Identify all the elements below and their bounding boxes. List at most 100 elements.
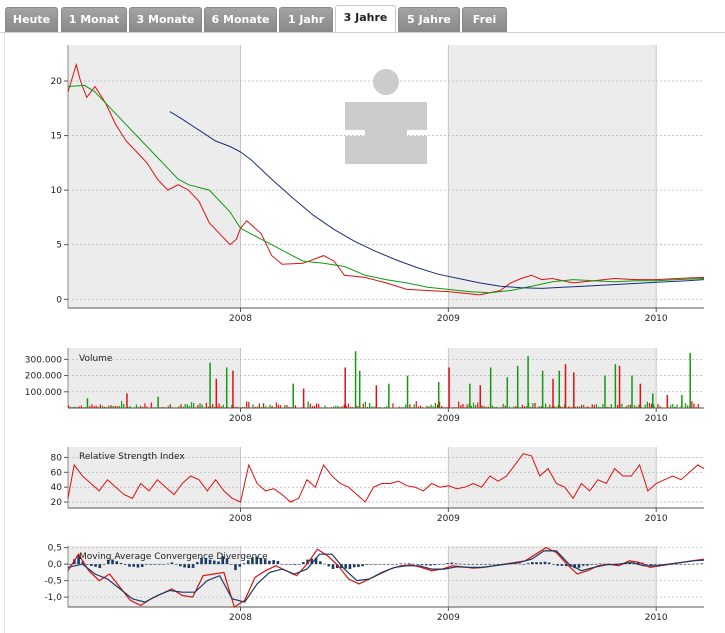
volume-bar-small-169: [426, 405, 428, 408]
macd-histogram-bar-56: [306, 559, 309, 565]
volume-bar-small-165: [417, 406, 419, 408]
panel1-band-0: [68, 348, 241, 408]
macd-histogram-bar-132: [628, 562, 632, 565]
macd-histogram-bar-96: [475, 564, 479, 565]
macd-histogram-bar-20: [153, 564, 157, 565]
volume-bar-small-26: [123, 404, 125, 408]
macd-histogram-bar-65: [344, 564, 348, 569]
volume-bar-small-0: [68, 405, 70, 408]
macd-histogram-bar-55: [302, 562, 305, 565]
panel2-x-tick-label-2: 2010: [645, 514, 668, 524]
tab-1-monat[interactable]: 1 Monat: [61, 7, 127, 32]
volume-bar-33: [652, 393, 654, 408]
volume-bar-small-190: [470, 405, 472, 408]
volume-bar-small-176: [441, 406, 443, 408]
macd-histogram-bar-147: [692, 563, 695, 565]
volume-bar-small-139: [362, 403, 364, 408]
volume-bar-small-185: [460, 405, 462, 408]
macd-histogram-bar-13: [123, 564, 127, 565]
volume-bar-small-105: [290, 406, 292, 408]
tab-3-monate[interactable]: 3 Monate: [129, 7, 202, 32]
macd-histogram-bar-121: [581, 564, 585, 566]
volume-bar-small-250: [598, 406, 600, 408]
volume-bar-19: [489, 367, 492, 408]
panel2-y-tick-label-1: 40: [51, 483, 63, 493]
volume-bar-small-157: [400, 407, 403, 408]
tab-5-jahre[interactable]: 5 Jahre: [398, 7, 460, 32]
sparkasse-logo-dot: [373, 69, 399, 95]
volume-bar-small-124: [330, 407, 333, 408]
volume-bar-small-279: [659, 405, 661, 408]
volume-bar-small-121: [324, 405, 326, 408]
macd-histogram-bar-24: [170, 562, 174, 565]
macd-histogram-bar-77: [395, 564, 398, 565]
volume-bar-small-49: [171, 407, 174, 408]
macd-histogram-bar-30: [196, 562, 199, 565]
volume-bar-small-236: [568, 406, 570, 408]
macd-histogram-bar-94: [467, 564, 470, 565]
panel0-y-tick-label-1: 5: [56, 241, 62, 251]
volume-bar-small-172: [432, 406, 434, 408]
volume-bar-small-95: [269, 404, 271, 408]
macd-histogram-bar-87: [437, 564, 441, 565]
volume-bar-small-225: [545, 403, 547, 408]
volume-bar-16: [448, 367, 450, 408]
tab-heute[interactable]: Heute: [5, 7, 58, 32]
volume-bar-small-93: [265, 406, 267, 408]
volume-bar-small-264: [627, 404, 629, 408]
macd-histogram-bar-38: [229, 564, 233, 565]
volume-bar-small-156: [398, 406, 400, 408]
macd-histogram-bar-78: [399, 563, 403, 565]
macd-histogram-bar-109: [530, 562, 534, 565]
volume-bar-small-28: [127, 406, 129, 408]
panel1-y-tick-label-1: 200.000: [25, 372, 62, 382]
volume-bar-small-161: [409, 404, 411, 408]
volume-bar-small-59: [193, 402, 195, 408]
volume-bar-small-240: [576, 406, 578, 408]
volume-bar-small-31: [133, 407, 135, 408]
volume-bar-small-98: [275, 402, 277, 408]
volume-bar-small-127: [337, 405, 339, 408]
volume-bar-small-267: [634, 405, 636, 408]
volume-bar-small-61: [197, 404, 199, 408]
volume-bar-small-231: [557, 405, 559, 408]
tab-3-jahre[interactable]: 3 Jahre: [335, 5, 396, 34]
macd-histogram-bar-89: [446, 563, 449, 565]
macd-histogram-bar-111: [539, 562, 543, 565]
rsi-title: Relative Strength Index: [79, 452, 185, 462]
macd-histogram-bar-25: [174, 564, 178, 565]
volume-bar-31: [631, 375, 633, 408]
volume-bar-small-183: [455, 407, 458, 408]
tab-6-monate[interactable]: 6 Monate: [204, 7, 277, 32]
panel2-y-tick-label-0: 20: [51, 498, 63, 508]
volume-bar-18: [479, 385, 482, 408]
volume-bar-small-34: [140, 405, 142, 408]
macd-histogram-bar-91: [454, 563, 458, 565]
macd-histogram-bar-71: [369, 564, 373, 565]
volume-bar-small-195: [481, 405, 483, 408]
volume-bar-23: [541, 370, 544, 408]
volume-bar-small-220: [534, 402, 536, 408]
macd-histogram-bar-44: [255, 556, 258, 565]
volume-bar-small-211: [515, 406, 517, 408]
volume-bar-small-25: [121, 400, 123, 408]
macd-histogram-bar-21: [157, 564, 161, 565]
volume-bar-small-24: [118, 406, 121, 408]
volume-bar-small-44: [161, 407, 163, 408]
volume-bar-6: [232, 370, 234, 408]
panel3-y-tick-label-3: 0,5: [48, 544, 62, 554]
macd-histogram-bar-97: [480, 564, 483, 565]
tab-underline: [0, 32, 725, 33]
macd-histogram-bar-36: [221, 556, 225, 565]
tab-1-jahr[interactable]: 1 Jahr: [279, 7, 333, 32]
macd-histogram-bar-139: [658, 564, 661, 565]
volume-bar-small-167: [422, 406, 424, 408]
volume-bar-small-153: [392, 403, 394, 408]
volume-bar-small-222: [538, 406, 540, 408]
volume-bar-small-143: [371, 406, 373, 408]
tab-frei[interactable]: Frei: [462, 7, 507, 32]
volume-bar-32: [639, 383, 642, 408]
volume-bar-14: [406, 375, 409, 408]
volume-bar-small-88: [254, 406, 256, 408]
volume-bar-small-149: [383, 407, 386, 408]
